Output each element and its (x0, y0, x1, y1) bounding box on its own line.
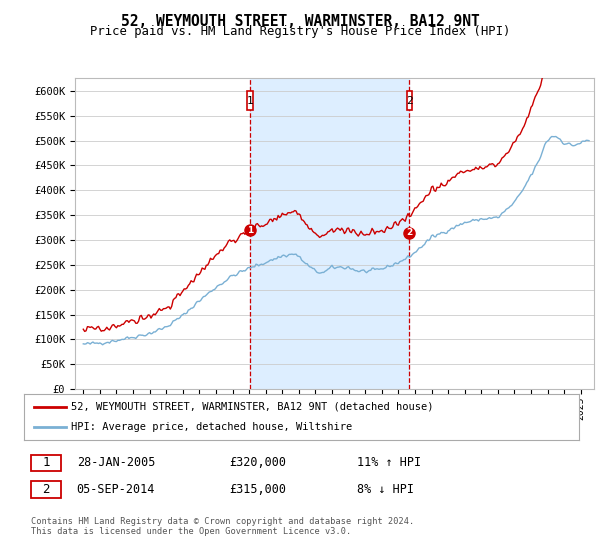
Text: 2: 2 (406, 228, 413, 237)
Text: 52, WEYMOUTH STREET, WARMINSTER, BA12 9NT: 52, WEYMOUTH STREET, WARMINSTER, BA12 9N… (121, 14, 479, 29)
Text: £320,000: £320,000 (229, 456, 286, 469)
FancyBboxPatch shape (247, 91, 253, 110)
Text: £315,000: £315,000 (229, 483, 286, 496)
Text: 2: 2 (406, 96, 413, 106)
Text: 05-SEP-2014: 05-SEP-2014 (77, 483, 155, 496)
FancyBboxPatch shape (31, 455, 61, 471)
FancyBboxPatch shape (31, 481, 61, 498)
Text: HPI: Average price, detached house, Wiltshire: HPI: Average price, detached house, Wilt… (71, 422, 352, 432)
Text: Price paid vs. HM Land Registry's House Price Index (HPI): Price paid vs. HM Land Registry's House … (90, 25, 510, 38)
Text: 52, WEYMOUTH STREET, WARMINSTER, BA12 9NT (detached house): 52, WEYMOUTH STREET, WARMINSTER, BA12 9N… (71, 402, 434, 412)
Text: 28-JAN-2005: 28-JAN-2005 (77, 456, 155, 469)
Text: 1: 1 (42, 456, 50, 469)
Text: Contains HM Land Registry data © Crown copyright and database right 2024.
This d: Contains HM Land Registry data © Crown c… (31, 517, 414, 536)
Text: 2: 2 (42, 483, 50, 496)
Text: 1: 1 (247, 96, 254, 106)
Bar (250, 78, 409, 389)
FancyBboxPatch shape (407, 91, 412, 110)
Text: 11% ↑ HPI: 11% ↑ HPI (357, 456, 421, 469)
Text: 8% ↓ HPI: 8% ↓ HPI (357, 483, 414, 496)
Text: 1: 1 (247, 226, 253, 235)
